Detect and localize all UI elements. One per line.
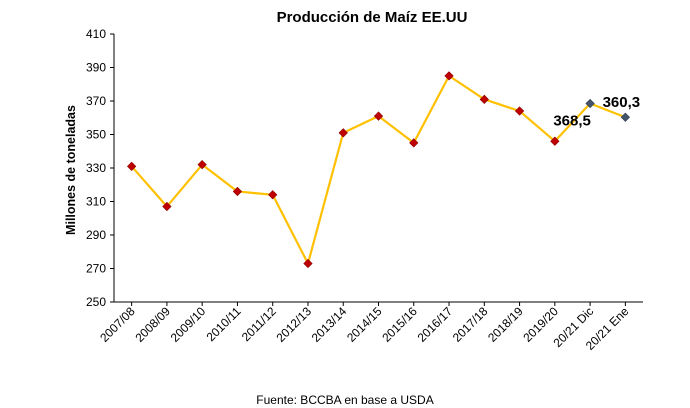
y-tick-label: 310 [86, 195, 106, 209]
x-tick-label: 2007/08 [97, 304, 138, 345]
data-point [514, 106, 525, 116]
series-line [130, 74, 626, 265]
data-point [162, 201, 172, 212]
x-tick-label: 2018/19 [485, 304, 526, 345]
data-point [338, 128, 348, 138]
data-point [550, 136, 560, 146]
y-tick-label: 350 [86, 128, 106, 142]
data-point [232, 186, 243, 197]
data-point [373, 111, 384, 121]
x-tick-label: 2017/18 [450, 304, 491, 345]
x-tick-label: 2008/09 [132, 304, 173, 345]
data-label: 360,3 [603, 94, 641, 111]
data-point [444, 71, 454, 81]
x-tick-label: 2009/10 [168, 304, 209, 345]
x-tick-label: 2010/11 [204, 304, 244, 344]
chart-title: Producción de Maíz EE.UU [277, 9, 468, 26]
y-tick-label: 370 [86, 94, 106, 108]
data-label: 368,5 [553, 113, 591, 130]
y-tick-label: 390 [86, 61, 106, 75]
highlight-data-point [585, 98, 595, 109]
x-tick-label: 2012/13 [274, 304, 315, 345]
y-tick-label: 290 [86, 228, 106, 242]
x-tick-label: 2011/12 [239, 304, 279, 344]
source-note: Fuente: BCCBA en base a USDA [256, 393, 433, 407]
x-tick-label: 2013/14 [309, 304, 350, 345]
data-point [127, 161, 137, 171]
y-tick-label: 330 [86, 161, 106, 175]
y-tick-label: 250 [86, 295, 106, 309]
y-tick-label: 410 [86, 27, 106, 41]
data-point [479, 94, 489, 104]
y-tick-label: 270 [86, 262, 106, 276]
data-point [197, 160, 207, 170]
data-point [409, 138, 419, 148]
x-tick-label: 2014/15 [344, 304, 385, 345]
x-tick-label: 2015/16 [379, 304, 420, 345]
data-point [268, 190, 278, 200]
data-point [303, 258, 313, 269]
highlight-data-point [620, 112, 630, 122]
y-axis-label: Millones de toneladas [64, 105, 78, 235]
x-tick-label: 2016/17 [415, 304, 456, 345]
